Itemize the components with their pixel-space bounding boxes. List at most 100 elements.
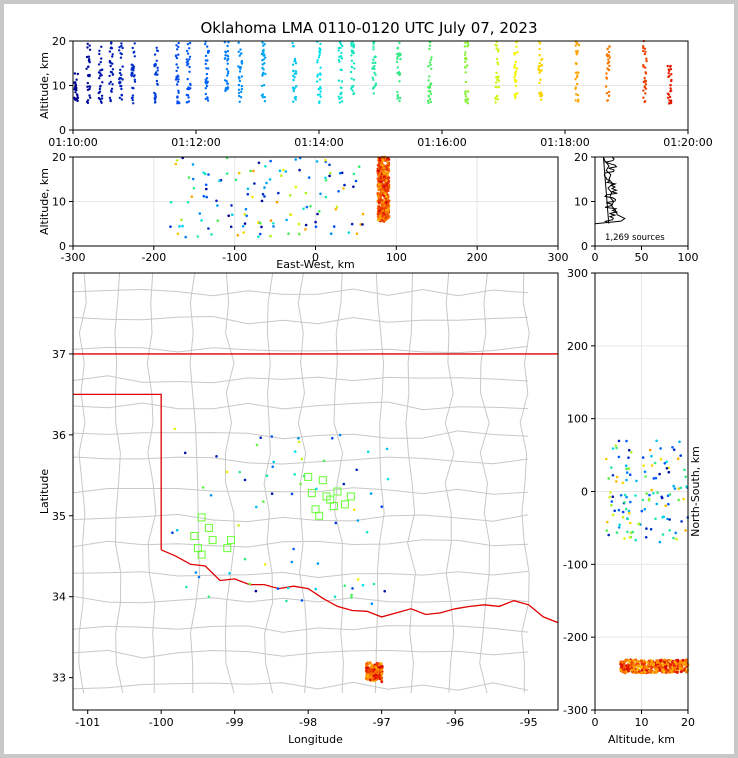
state-border-south xyxy=(160,549,559,624)
map-point xyxy=(356,519,360,522)
time-height-point xyxy=(642,49,645,53)
time-height-point xyxy=(177,53,180,56)
ew-point xyxy=(230,204,233,207)
ew-point xyxy=(315,160,319,163)
ns-point xyxy=(664,665,668,668)
time-height-point xyxy=(175,56,179,60)
ns-frame xyxy=(594,272,689,711)
time-height-point xyxy=(238,54,241,57)
time-height-point xyxy=(186,64,189,67)
ew-point xyxy=(377,161,381,165)
time-height-point xyxy=(576,93,580,97)
ns-point xyxy=(626,530,629,534)
ew-point xyxy=(307,176,311,179)
map-point xyxy=(376,668,380,671)
time-height-point xyxy=(540,64,544,67)
time-height-point xyxy=(293,96,297,99)
ns-point xyxy=(673,660,677,664)
ew-point xyxy=(381,159,385,162)
time-height-point xyxy=(240,62,244,65)
ew-point xyxy=(251,195,254,199)
time-height-point xyxy=(74,81,77,84)
time-height-point xyxy=(226,74,229,77)
ns-point xyxy=(625,467,628,471)
ew-point xyxy=(378,182,381,186)
ew-point xyxy=(245,214,248,218)
time-height-point xyxy=(605,72,608,75)
time-height-point xyxy=(109,70,113,74)
map-point xyxy=(255,505,258,509)
time-height-point xyxy=(97,63,101,66)
time-height-point xyxy=(205,81,209,85)
ns-point xyxy=(625,495,628,499)
tick-label-y: 0 xyxy=(581,240,588,253)
map-point xyxy=(197,575,201,579)
ns-point xyxy=(650,464,654,467)
ns-point xyxy=(681,658,685,662)
ns-point xyxy=(614,444,617,447)
ns-point xyxy=(630,668,634,672)
time-height-point xyxy=(226,86,230,89)
time-height-point xyxy=(428,47,431,51)
time-height-point xyxy=(428,86,431,90)
time-height-point xyxy=(496,98,500,101)
time-height-point xyxy=(262,84,266,87)
ns-point xyxy=(635,479,638,483)
map-point xyxy=(185,585,188,589)
time-height-point xyxy=(575,93,578,96)
time-height-point xyxy=(100,45,103,48)
ns-point xyxy=(627,456,630,460)
map-point xyxy=(228,572,231,575)
lma-station xyxy=(340,500,349,509)
time-height-point xyxy=(352,51,355,55)
ns-point xyxy=(628,473,632,477)
ew-point xyxy=(316,212,319,216)
time-height-point xyxy=(351,89,354,92)
ns-point xyxy=(635,660,639,664)
time-height-point xyxy=(262,68,265,71)
tick-label-y: 34 xyxy=(52,591,66,604)
ew-point xyxy=(379,177,383,180)
time-height-point xyxy=(240,59,244,63)
time-height-point xyxy=(396,97,399,100)
time-height-point xyxy=(464,51,467,54)
tick-label-x: 01:20:00 xyxy=(663,136,712,149)
time-height-point xyxy=(292,74,295,78)
ew-point xyxy=(190,195,194,198)
time-height-point xyxy=(133,55,136,58)
map-point xyxy=(286,586,290,590)
ew-point xyxy=(378,209,382,212)
ew-point xyxy=(352,172,356,176)
ew-point xyxy=(324,176,327,180)
time-height-point xyxy=(100,57,103,60)
time-height-point xyxy=(608,45,611,48)
ew-point xyxy=(260,225,263,229)
time-height-point xyxy=(576,71,579,74)
ns-point xyxy=(675,670,678,674)
ns-point xyxy=(615,480,618,483)
ew-point xyxy=(252,169,255,173)
ew-point xyxy=(386,160,389,164)
time-height-point xyxy=(318,101,321,105)
time-height-point xyxy=(294,59,297,63)
county-line xyxy=(189,272,201,694)
ns-point xyxy=(617,526,621,529)
ew-point xyxy=(378,185,382,189)
map-point xyxy=(255,443,259,447)
ew-point xyxy=(178,225,181,228)
map-point xyxy=(385,447,389,451)
time-height-point xyxy=(85,67,88,70)
time-height-point xyxy=(224,50,227,53)
tick-label-x: 0 xyxy=(592,251,599,264)
ns-point xyxy=(617,455,621,459)
time-height-point xyxy=(319,66,322,69)
ew-point xyxy=(332,225,336,228)
ew-point xyxy=(186,200,190,204)
time-height-point xyxy=(350,65,354,69)
ns-point xyxy=(661,663,665,667)
time-height-point xyxy=(261,72,265,76)
ew-point xyxy=(382,175,386,179)
time-height-point xyxy=(237,50,240,53)
time-height-point xyxy=(514,94,517,98)
map-point xyxy=(379,668,383,672)
